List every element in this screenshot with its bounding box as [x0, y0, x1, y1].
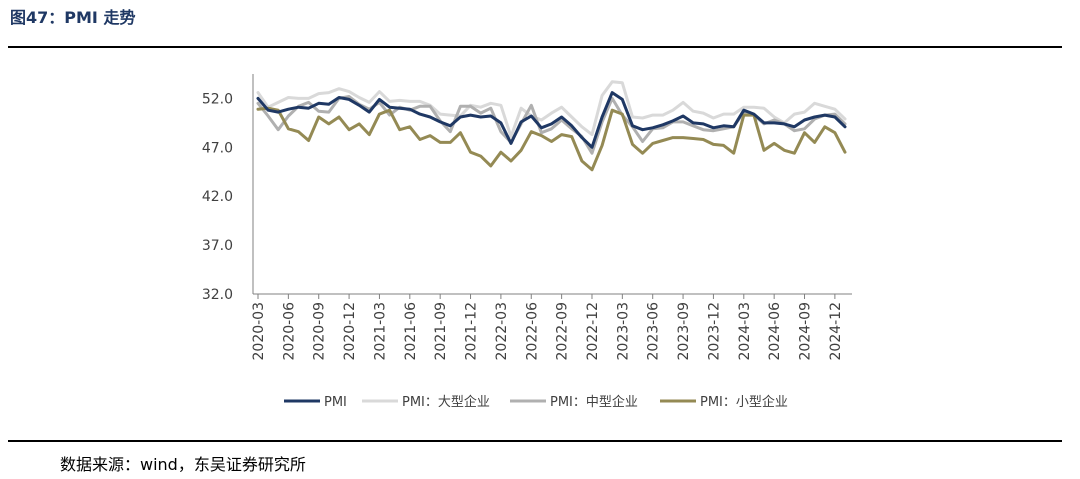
x-tick-label: 2021-06	[403, 302, 419, 361]
x-tick-label: 2023-06	[646, 302, 662, 361]
legend-label: PMI：大型企业	[402, 394, 490, 410]
x-tick-label: 2020-03	[251, 302, 267, 361]
series-lines	[256, 80, 847, 172]
x-tick-labels: 2020-03 2020-06 2020-09 2020-12 2021-03 2021-…	[251, 294, 844, 361]
x-tick-label: 2024-03	[737, 302, 753, 361]
series-line-0	[256, 91, 847, 149]
x-tick-label: 2020-06	[281, 302, 297, 361]
y-tick-label: 52.0	[202, 91, 233, 107]
x-tick-label: 2023-03	[615, 302, 631, 361]
x-tick-label: 2022-06	[524, 302, 540, 361]
top-divider	[8, 46, 1062, 48]
legend-label: PMI	[324, 395, 347, 410]
legend-label: PMI：中型企业	[550, 394, 638, 410]
series-line-3	[256, 106, 847, 172]
pmi-line-chart: 52.047.042.037.032.0 2020-03 2020-06 2020-…	[202, 74, 852, 410]
x-tick-label: 2022-12	[585, 302, 601, 361]
legend-label: PMI：小型企业	[700, 394, 788, 410]
x-tick-label: 2024-09	[798, 302, 814, 361]
bottom-divider	[8, 440, 1062, 442]
legend: PMI PMI：大型企业 PMI：中型企业 PMI：小型企业	[284, 394, 788, 410]
y-tick-labels: 52.0 47.0 42.0 37.0 32.0	[202, 91, 233, 303]
x-tick-label: 2022-09	[555, 302, 571, 361]
x-tick-label: 2022-03	[494, 302, 510, 361]
x-tick-label: 2023-09	[676, 302, 692, 361]
x-tick-label: 2021-03	[372, 302, 388, 361]
series-line-1	[256, 80, 847, 139]
x-tick-label: 2023-12	[706, 302, 722, 361]
x-tick-label: 2020-12	[342, 302, 358, 361]
x-tick-label: 2024-12	[828, 302, 844, 361]
y-tick-label: 37.0	[202, 238, 233, 254]
y-tick-label: 32.0	[202, 287, 233, 303]
x-tick-label: 2021-09	[433, 302, 449, 361]
y-tick-label: 42.0	[202, 189, 233, 205]
x-tick-label: 2024-06	[767, 302, 783, 361]
source-note: 数据来源：wind，东吴证券研究所	[60, 455, 306, 474]
x-tick-label: 2020-09	[312, 302, 328, 361]
x-tick-label: 2021-12	[464, 302, 480, 361]
y-tick-label: 47.0	[202, 140, 233, 156]
figure-title: 图47：PMI 走势	[10, 8, 136, 27]
